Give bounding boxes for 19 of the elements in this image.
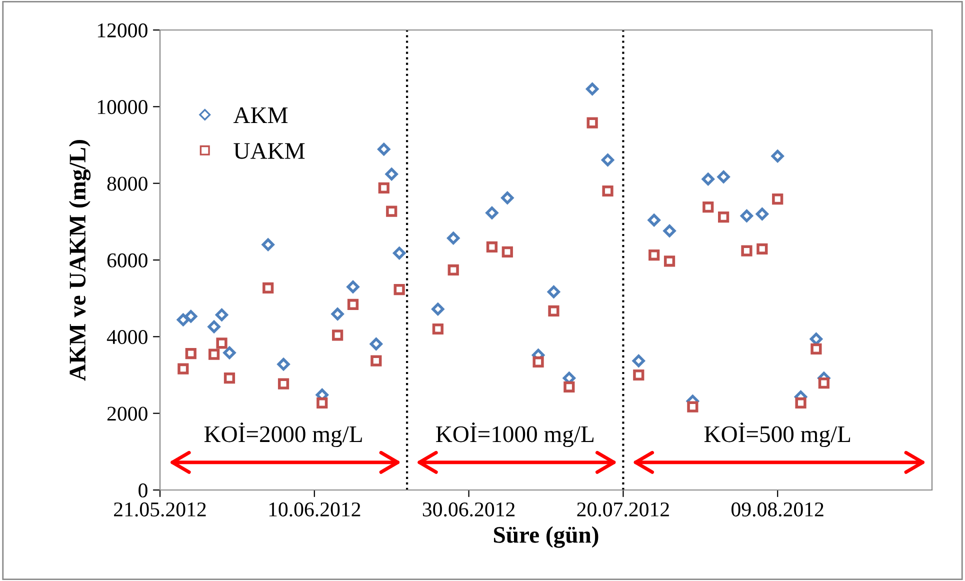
y-tick-label: 0	[138, 483, 148, 498]
y-tick-label: 10000	[98, 100, 148, 114]
y-tick-label: 2000	[107, 406, 148, 421]
x-axis-title: Süre (gün)	[494, 526, 598, 548]
y-tick-label: 4000	[106, 330, 148, 344]
x-tick-label: 21.05.2012	[114, 502, 206, 517]
annotation: KOİ=1000 mg/L	[436, 422, 594, 448]
x-tick-label: 20.07.2012	[577, 502, 669, 517]
y-tick-label: 12000	[98, 23, 148, 38]
annotation: KOİ=2000 mg/L	[204, 422, 362, 448]
legend-label: UAKM	[234, 143, 305, 159]
legend-label: AKM	[233, 107, 288, 123]
x-tick-label: 30.06.2012	[422, 502, 515, 517]
y-tick-label: 8000	[107, 176, 148, 191]
y-tick-label: 6000	[107, 253, 148, 268]
x-tick-label: 09.08.2012	[732, 502, 824, 517]
x-tick-label: 10.06.2012	[269, 502, 360, 517]
y-axis-title: AKM ve UAKM (mg/L)	[68, 140, 91, 381]
annotation: KOİ=500 mg/L	[704, 422, 850, 448]
